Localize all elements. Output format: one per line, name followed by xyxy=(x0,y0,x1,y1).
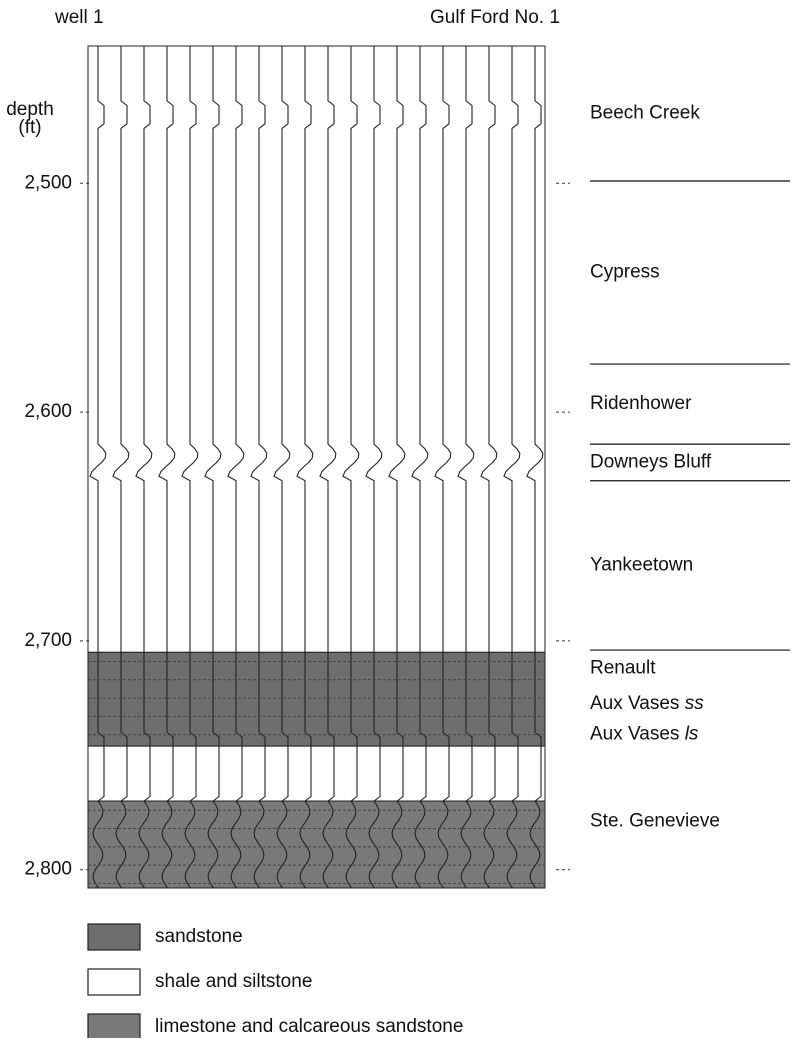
depth-tick-label: 2,800 xyxy=(24,859,72,880)
lithology-layer xyxy=(87,800,546,889)
log-trace xyxy=(526,46,544,889)
formation-label: Renault xyxy=(590,657,656,678)
well-name: Gulf Ford No. 1 xyxy=(430,7,560,28)
log-trace xyxy=(204,46,222,889)
log-trace xyxy=(457,46,475,889)
lithology-layer xyxy=(87,651,546,747)
formation-name: Renault xyxy=(590,657,656,678)
lithology-layer xyxy=(87,745,546,802)
formation-label: Aux Vases ss xyxy=(590,693,704,714)
log-trace xyxy=(112,46,130,889)
formation-label: Cypress xyxy=(590,262,660,283)
legend-label: shale and siltstone xyxy=(155,971,312,992)
formation-name: Ste. Genevieve xyxy=(590,811,720,832)
formation-label: Aux Vases ls xyxy=(590,724,699,745)
legend-label: sandstone xyxy=(155,926,243,947)
formation-qualifier: ss xyxy=(685,693,705,714)
log-trace xyxy=(250,46,268,889)
log-trace xyxy=(89,46,107,889)
log-trace xyxy=(135,46,153,889)
formation-label: Beech Creek xyxy=(590,103,700,124)
legend-label: limestone and calcareous sandstone xyxy=(155,1016,463,1037)
well-label: well 1 xyxy=(54,7,104,28)
log-trace xyxy=(503,46,521,889)
log-trace xyxy=(227,46,245,889)
formation-name: Cypress xyxy=(590,262,660,283)
formation-name: Beech Creek xyxy=(590,103,700,124)
log-trace xyxy=(273,46,291,889)
log-trace xyxy=(158,46,176,889)
depth-unit: (ft) xyxy=(18,117,41,138)
formation-qualifier: ls xyxy=(685,724,699,745)
legend-swatch xyxy=(87,923,141,951)
log-trace xyxy=(411,46,429,889)
formation-name: Yankeetown xyxy=(590,554,693,575)
log-trace xyxy=(388,46,406,889)
formation-name: Aux Vases xyxy=(590,693,679,714)
log-trace xyxy=(296,46,314,889)
depth-label: depth xyxy=(6,99,54,120)
formation-name: Aux Vases xyxy=(590,724,679,745)
log-trace xyxy=(181,46,199,889)
log-trace xyxy=(342,46,360,889)
log-trace xyxy=(365,46,383,889)
formation-label: Ridenhower xyxy=(590,393,692,414)
formation-label: Yankeetown xyxy=(590,554,693,575)
log-trace xyxy=(480,46,498,889)
formation-name: Downeys Bluff xyxy=(590,451,712,472)
log-trace xyxy=(434,46,452,889)
formation-label: Downeys Bluff xyxy=(590,451,712,472)
log-trace xyxy=(319,46,337,889)
depth-tick-label: 2,600 xyxy=(24,401,72,422)
depth-tick-label: 2,500 xyxy=(24,172,72,193)
formation-name: Ridenhower xyxy=(590,393,692,414)
depth-tick-label: 2,700 xyxy=(24,630,72,651)
lithology-layer xyxy=(87,45,546,653)
formation-label: Ste. Genevieve xyxy=(590,811,720,832)
legend-swatch xyxy=(87,1013,141,1041)
legend-swatch xyxy=(87,968,141,996)
